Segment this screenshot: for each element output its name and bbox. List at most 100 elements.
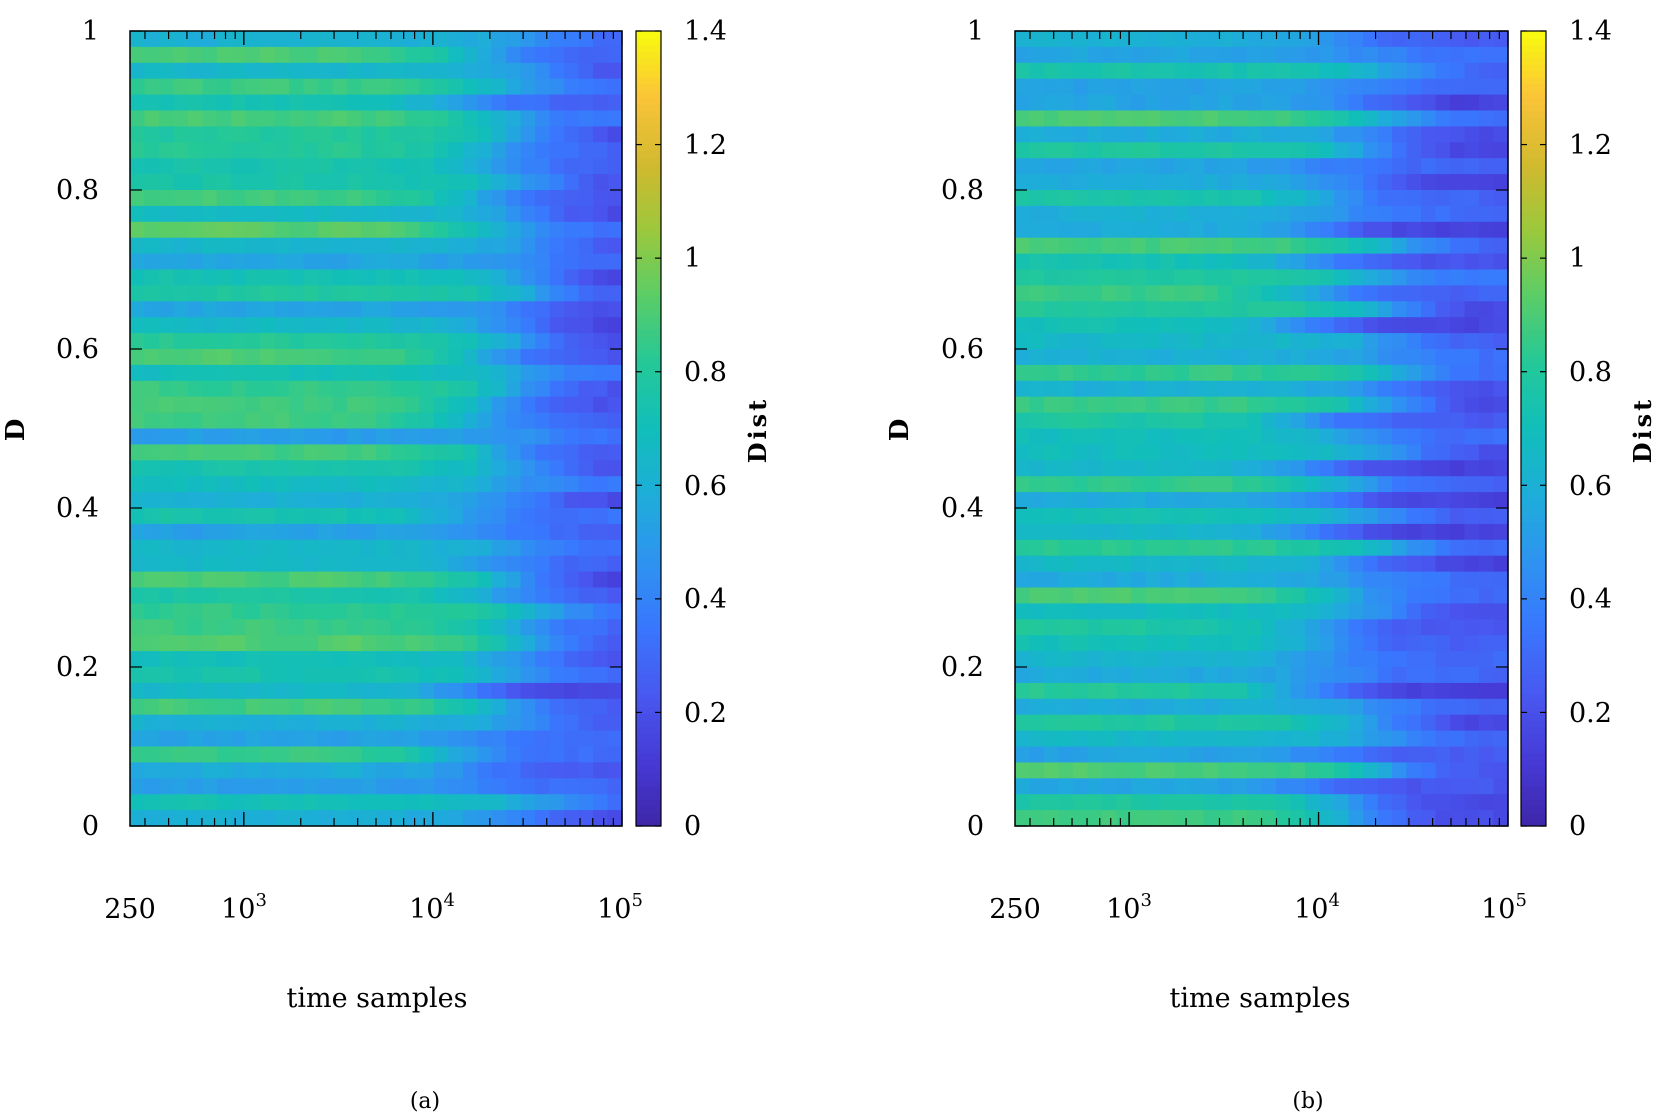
heatmap-cell xyxy=(1276,190,1292,207)
heatmap-cell xyxy=(274,587,290,604)
heatmap-cell xyxy=(462,158,478,175)
heatmap-cell xyxy=(1218,444,1234,461)
heatmap-cell xyxy=(1102,205,1118,223)
heatmap-cell xyxy=(1203,651,1219,668)
heatmap-cell xyxy=(144,158,160,175)
heatmap-cell xyxy=(216,555,232,573)
heatmap-cell xyxy=(564,142,580,159)
heatmap-cell xyxy=(448,158,464,175)
heatmap-cell xyxy=(1479,269,1495,286)
heatmap-cell xyxy=(477,396,493,414)
heatmap-cell xyxy=(216,492,232,509)
heatmap-cell xyxy=(347,428,363,445)
heatmap-cell xyxy=(1073,651,1089,668)
heatmap-cell xyxy=(1421,349,1437,366)
heatmap-cell xyxy=(144,174,160,191)
heatmap-cell xyxy=(1044,237,1060,255)
heatmap-cell xyxy=(1145,746,1161,763)
heatmap-cell xyxy=(477,492,493,509)
heatmap-cell xyxy=(1145,810,1161,827)
heatmap-cell xyxy=(1377,301,1393,318)
heatmap-cell xyxy=(607,269,623,286)
heatmap-cell xyxy=(245,603,261,620)
colorbar-swatch xyxy=(636,223,661,231)
heatmap-cell xyxy=(535,444,551,461)
heatmap-cell xyxy=(303,31,319,48)
heatmap-cell xyxy=(1102,428,1118,445)
heatmap-cell xyxy=(1073,205,1089,223)
heatmap-cell xyxy=(1102,78,1118,96)
heatmap-cell xyxy=(1160,555,1176,573)
heatmap-cell xyxy=(578,46,594,64)
heatmap-cell xyxy=(376,142,392,159)
heatmap-cell xyxy=(202,492,218,509)
heatmap-cell xyxy=(520,396,536,414)
heatmap-cell xyxy=(462,412,478,430)
heatmap-cell xyxy=(593,603,609,620)
heatmap-cell xyxy=(1073,730,1089,748)
heatmap-cell xyxy=(1377,651,1393,668)
colorbar-swatch xyxy=(636,70,661,78)
heatmap-cell xyxy=(332,508,348,525)
heatmap-cell xyxy=(1044,428,1060,445)
heatmap-cell xyxy=(404,333,421,350)
heatmap-cell xyxy=(1406,508,1422,525)
heatmap-cell xyxy=(1493,619,1509,636)
heatmap-cell xyxy=(1450,380,1466,398)
heatmap-cell xyxy=(274,810,290,827)
heatmap-cell xyxy=(187,651,203,668)
heatmap-cell xyxy=(1174,635,1190,652)
heatmap-cell xyxy=(303,190,319,207)
heatmap-cell xyxy=(144,587,160,604)
heatmap-cell xyxy=(361,364,377,382)
heatmap-cell xyxy=(187,619,203,636)
heatmap-cell xyxy=(361,762,377,779)
heatmap-cell xyxy=(1189,205,1205,223)
heatmap-cell xyxy=(1189,523,1205,541)
heatmap-cell xyxy=(1290,508,1306,525)
heatmap-cell xyxy=(130,619,146,636)
colorbar-swatch xyxy=(1521,435,1546,443)
heatmap-cell xyxy=(462,285,478,302)
heatmap-cell xyxy=(1493,221,1509,239)
heatmap-cell xyxy=(1261,205,1277,223)
heatmap-cell xyxy=(1203,62,1219,80)
heatmap-cell xyxy=(1073,603,1089,620)
heatmap-cell xyxy=(549,110,565,127)
heatmap-cell xyxy=(1218,205,1234,223)
heatmap-cell xyxy=(477,333,493,350)
heatmap-cell xyxy=(1435,364,1451,382)
heatmap-cell xyxy=(347,635,363,652)
heatmap-cell xyxy=(549,810,565,827)
heatmap-cell xyxy=(216,396,232,414)
heatmap-cell xyxy=(520,778,536,795)
colorbar-swatch xyxy=(636,766,661,774)
colorbar-swatch xyxy=(1521,653,1546,661)
heatmap-cell xyxy=(1160,78,1176,96)
heatmap-cell xyxy=(1029,476,1045,493)
heatmap-cell xyxy=(491,174,507,191)
heatmap-cell xyxy=(520,126,536,143)
heatmap-cell xyxy=(593,762,609,779)
heatmap-cell xyxy=(303,126,319,143)
heatmap-cell xyxy=(477,603,493,620)
heatmap-cell xyxy=(202,253,218,271)
heatmap-cell xyxy=(1160,94,1176,112)
heatmap-cell xyxy=(1479,31,1495,48)
heatmap-cell xyxy=(1073,237,1089,255)
heatmap-cell xyxy=(1305,619,1321,636)
heatmap-cell xyxy=(1305,126,1321,143)
heatmap-cell xyxy=(1174,269,1190,286)
heatmap-cell xyxy=(1421,94,1437,112)
heatmap-cell xyxy=(1334,810,1350,827)
heatmap-cell xyxy=(448,301,464,318)
heatmap-cell xyxy=(245,174,261,191)
heatmap-cell xyxy=(1174,810,1190,827)
heatmap-cell xyxy=(1377,46,1393,64)
heatmap-cell xyxy=(318,460,334,477)
heatmap-cell xyxy=(216,651,232,668)
colorbar-swatch xyxy=(636,289,661,297)
heatmap-cell xyxy=(1174,46,1190,64)
heatmap-cell xyxy=(158,730,175,748)
heatmap-cell xyxy=(1189,778,1205,795)
